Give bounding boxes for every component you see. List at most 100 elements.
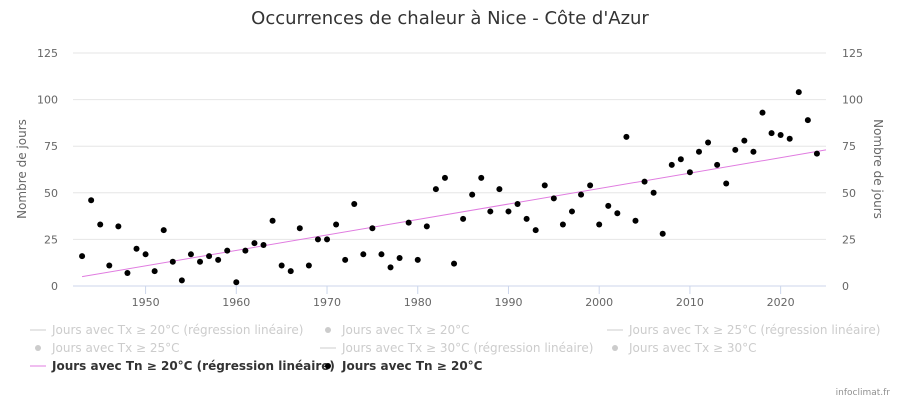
data-point xyxy=(723,180,730,187)
data-point xyxy=(296,225,303,232)
legend-item[interactable]: Jours avec Tx ≥ 30°C xyxy=(612,341,757,355)
data-point xyxy=(559,221,566,228)
data-point xyxy=(197,258,204,265)
data-point xyxy=(587,182,594,189)
data-point xyxy=(768,130,775,137)
legend-item[interactable]: Jours avec Tx ≥ 25°C (régression linéair… xyxy=(607,323,880,337)
x-tick-label: 1970 xyxy=(313,296,341,309)
y-axis-title-right: Nombre de jours xyxy=(871,119,885,219)
data-point xyxy=(432,186,439,193)
legend-item[interactable]: Jours avec Tx ≥ 25°C xyxy=(35,341,180,355)
data-point xyxy=(659,230,666,237)
data-point xyxy=(342,256,349,263)
data-point xyxy=(142,251,149,258)
data-point xyxy=(605,202,612,209)
y-tick-label-right: 125 xyxy=(842,47,863,60)
data-point xyxy=(106,262,113,269)
y-axis-right: 0 25 50 75 100 125 xyxy=(842,47,863,293)
legend-item[interactable]: Jours avec Tn ≥ 20°C xyxy=(325,359,483,373)
x-tick-label: 1950 xyxy=(132,296,160,309)
data-point xyxy=(151,268,158,275)
legend-item[interactable]: Jours avec Tx ≥ 20°C (régression linéair… xyxy=(30,323,303,337)
x-tick-label: 2010 xyxy=(676,296,704,309)
data-point xyxy=(423,223,430,230)
data-point xyxy=(169,258,176,265)
data-point xyxy=(714,161,721,168)
data-point xyxy=(133,245,140,252)
data-point xyxy=(686,169,693,176)
data-point xyxy=(260,241,267,248)
x-tick-label: 1990 xyxy=(494,296,522,309)
legend-label: Jours avec Tx ≥ 20°C (régression linéair… xyxy=(51,323,303,337)
x-axis: 1950 1960 1970 1980 1990 2000 2010 2020 xyxy=(73,285,826,309)
legend-marker-symbol xyxy=(612,345,618,351)
data-point xyxy=(451,260,458,267)
y-tick-label-left: 100 xyxy=(37,94,58,107)
data-point xyxy=(759,109,766,116)
data-point xyxy=(187,251,194,258)
y-tick-label-right: 75 xyxy=(842,140,856,153)
data-point xyxy=(360,251,367,258)
data-point xyxy=(387,264,394,271)
data-point xyxy=(478,174,485,181)
data-point xyxy=(695,148,702,155)
data-point xyxy=(405,219,412,226)
data-point xyxy=(505,208,512,215)
data-point xyxy=(79,253,86,260)
x-tick-label: 1980 xyxy=(404,296,432,309)
data-point xyxy=(777,132,784,139)
data-point xyxy=(750,148,757,155)
data-point xyxy=(314,236,321,243)
data-point xyxy=(623,133,630,140)
data-point xyxy=(741,137,748,144)
data-point xyxy=(441,174,448,181)
legend-item[interactable]: Jours avec Tx ≥ 30°C (régression linéair… xyxy=(320,341,593,355)
data-point xyxy=(351,200,358,207)
data-point xyxy=(333,221,340,228)
y-tick-label-left: 75 xyxy=(44,140,58,153)
legend-label: Jours avec Tx ≥ 30°C xyxy=(628,341,757,355)
data-point xyxy=(514,200,521,207)
y-tick-label-left: 25 xyxy=(44,233,58,246)
data-point xyxy=(668,161,675,168)
data-point xyxy=(650,189,657,196)
y-tick-label-right: 100 xyxy=(842,94,863,107)
legend-item[interactable]: Jours avec Tx ≥ 20°C xyxy=(325,323,470,337)
data-point xyxy=(251,240,258,247)
data-point xyxy=(795,89,802,96)
y-axis-left: 0 25 50 75 100 125 xyxy=(37,47,58,293)
data-point xyxy=(460,215,467,222)
y-tick-label-right: 50 xyxy=(842,187,856,200)
data-point xyxy=(269,217,276,224)
data-point xyxy=(541,182,548,189)
data-point xyxy=(813,150,820,157)
legend-label: Jours avec Tx ≥ 25°C (régression linéair… xyxy=(628,323,880,337)
data-point xyxy=(677,156,684,163)
legend-marker-symbol xyxy=(35,345,41,351)
legend-label: Jours avec Tn ≥ 20°C (régression linéair… xyxy=(51,359,335,373)
data-point xyxy=(324,236,331,243)
y-tick-label-right: 0 xyxy=(842,280,849,293)
y-tick-label-left: 50 xyxy=(44,187,58,200)
legend-marker-symbol xyxy=(325,363,331,369)
data-point xyxy=(596,221,603,228)
data-point xyxy=(578,191,585,198)
data-point xyxy=(732,146,739,153)
x-tick-label: 2000 xyxy=(585,296,613,309)
legend-label: Jours avec Tx ≥ 30°C (régression linéair… xyxy=(341,341,593,355)
legend-marker-symbol xyxy=(325,327,331,333)
data-point xyxy=(378,251,385,258)
y-tick-label-right: 25 xyxy=(842,233,856,246)
legend-item[interactable]: Jours avec Tn ≥ 20°C (régression linéair… xyxy=(30,359,335,373)
legend-label: Jours avec Tn ≥ 20°C xyxy=(341,359,483,373)
data-point xyxy=(523,215,530,222)
data-point xyxy=(641,178,648,185)
data-point xyxy=(287,268,294,275)
data-point xyxy=(215,256,222,263)
chart-title: Occurrences de chaleur à Nice - Côte d'A… xyxy=(251,8,649,29)
credits[interactable]: infoclimat.fr xyxy=(836,388,891,398)
data-point xyxy=(115,223,122,230)
data-point xyxy=(206,253,213,260)
data-point xyxy=(614,210,621,217)
